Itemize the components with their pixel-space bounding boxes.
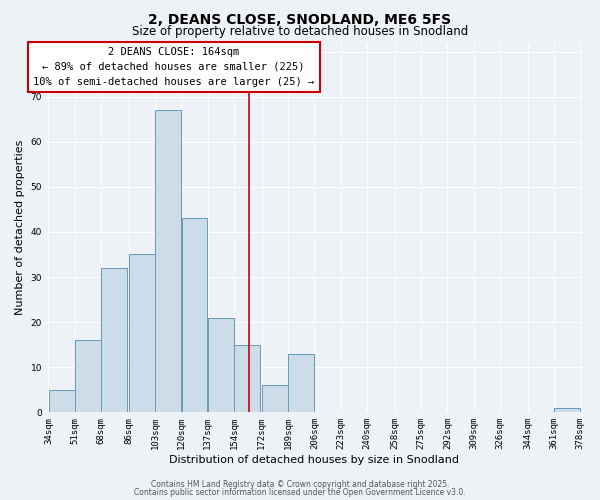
Bar bbox=[155, 110, 181, 412]
Bar bbox=[182, 218, 208, 412]
Bar bbox=[234, 344, 260, 412]
Bar bbox=[49, 390, 74, 412]
Bar bbox=[262, 386, 288, 412]
Bar bbox=[75, 340, 101, 412]
Bar bbox=[101, 268, 127, 412]
Bar bbox=[129, 254, 155, 412]
Text: Contains HM Land Registry data © Crown copyright and database right 2025.: Contains HM Land Registry data © Crown c… bbox=[151, 480, 449, 489]
Text: Size of property relative to detached houses in Snodland: Size of property relative to detached ho… bbox=[132, 25, 468, 38]
Bar bbox=[289, 354, 314, 412]
Bar bbox=[208, 318, 234, 412]
Bar bbox=[554, 408, 580, 412]
Text: 2 DEANS CLOSE: 164sqm
← 89% of detached houses are smaller (225)
10% of semi-det: 2 DEANS CLOSE: 164sqm ← 89% of detached … bbox=[33, 47, 314, 86]
Text: Contains public sector information licensed under the Open Government Licence v3: Contains public sector information licen… bbox=[134, 488, 466, 497]
Y-axis label: Number of detached properties: Number of detached properties bbox=[15, 140, 25, 315]
X-axis label: Distribution of detached houses by size in Snodland: Distribution of detached houses by size … bbox=[169, 455, 460, 465]
Text: 2, DEANS CLOSE, SNODLAND, ME6 5FS: 2, DEANS CLOSE, SNODLAND, ME6 5FS bbox=[148, 12, 452, 26]
